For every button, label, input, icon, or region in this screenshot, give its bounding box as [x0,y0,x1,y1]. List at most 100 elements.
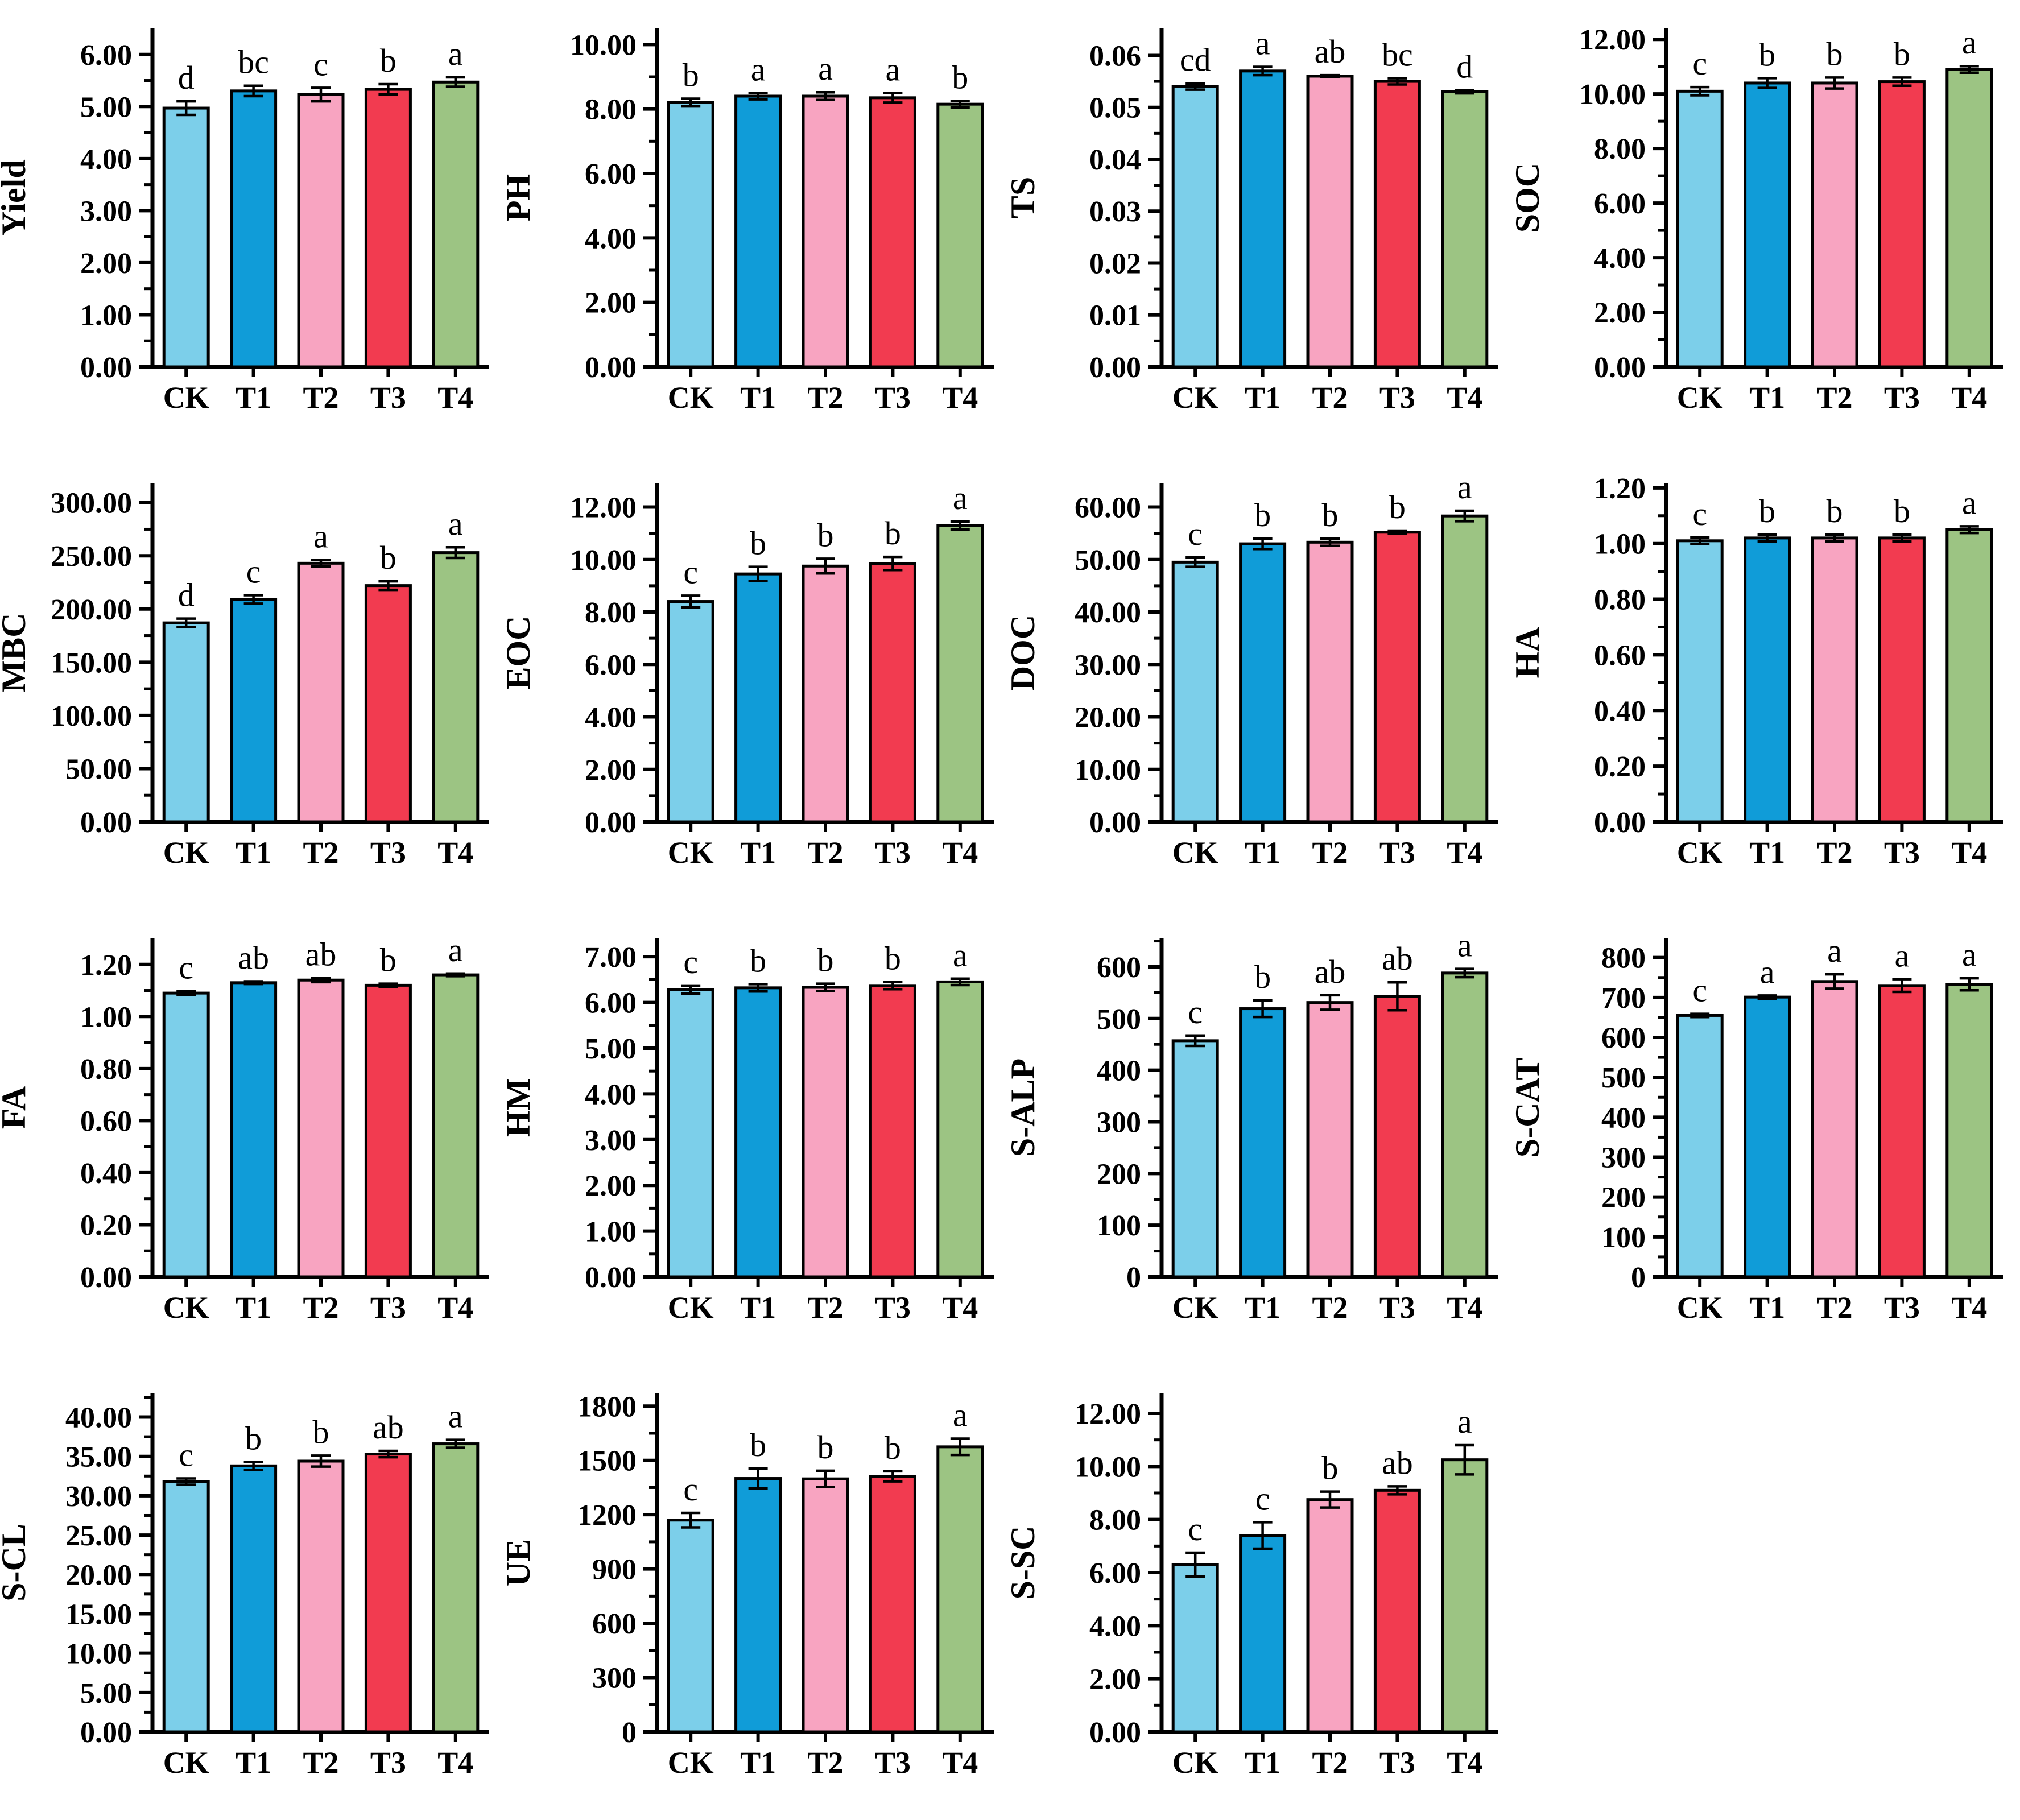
bar-t2 [802,1477,849,1734]
category-label: CK [1677,1290,1723,1325]
y-tick-label: 500 [1097,1003,1141,1036]
y-tick-label: 0.80 [80,1053,132,1086]
significance-letter: a [448,505,463,542]
category-label: T1 [740,835,776,870]
y-axis-title: HA [1514,627,1546,679]
bar-t3 [869,1475,916,1734]
category-label: T3 [1379,1290,1415,1325]
significance-letter: b [885,940,901,977]
significance-letter: ab [1315,33,1346,70]
y-tick-label: 10.00 [65,1638,132,1670]
y-tick-label: 300 [1097,1106,1141,1139]
bar-chart-ue: 0 300 600 900 1200 1500 1800 UE c CK b T1 b T2 b T3 a T4 [505,1391,994,1780]
bar-t2 [297,978,345,1279]
y-tick-label: 6.00 [80,39,132,72]
y-axis-title: Yield [0,159,32,235]
significance-letter: a [953,479,968,516]
bar-ck [162,106,210,369]
significance-letter: ab [1382,1444,1413,1481]
significance-letter: a [448,35,463,72]
bar-t2 [297,561,345,824]
y-tick-label: 0.00 [585,806,637,839]
bar-t3 [364,88,412,369]
y-tick-label: 4.00 [1594,242,1646,275]
category-label: CK [1172,1745,1218,1780]
category-label: CK [163,1290,209,1325]
category-label: T4 [437,1290,473,1325]
y-tick-label: 3.00 [80,195,132,228]
bar-t4 [936,1445,984,1734]
bar-t4 [432,973,480,1279]
category-label: T1 [236,1290,271,1325]
bar-t1 [230,89,278,369]
y-tick-label: 0.03 [1089,196,1141,228]
bar-t1 [1239,542,1287,824]
category-label: T3 [1379,1745,1415,1780]
bar-t4 [1945,983,1993,1279]
significance-letter: b [1322,1450,1339,1487]
significance-letter: b [817,516,834,553]
category-label: T2 [1816,1290,1852,1325]
significance-letter: cd [1180,42,1211,78]
significance-letter: a [953,1397,968,1434]
y-axis-title: S-CAT [1514,1058,1546,1158]
significance-letter: bc [1382,36,1413,73]
significance-letter: b [750,525,766,562]
bar-t2 [1306,1498,1354,1734]
category-label: T4 [1951,380,1987,415]
y-tick-label: 40.00 [65,1402,132,1434]
bar-t4 [936,102,984,369]
y-tick-label: 12.00 [570,492,637,524]
y-tick-label: 0.00 [80,806,132,839]
bar-chart-mbc: 0.00 50.00 100.00 150.00 200.00 250.00 300.00 M… [0,483,489,870]
y-tick-label: 1500 [577,1445,637,1478]
y-tick-label: 60.00 [1075,492,1141,524]
y-tick-label: 800 [1601,942,1646,975]
significance-letter: b [1827,493,1843,530]
y-tick-label: 1800 [577,1391,637,1423]
significance-letter: a [448,1398,463,1435]
bar-chart-s-sc: 0.00 2.00 4.00 6.00 8.00 10.00 12.00 S-SC c CK c T1… [1009,1393,1498,1780]
y-tick-label: 10.00 [570,29,637,61]
y-tick-label: 6.00 [1594,188,1646,220]
y-tick-label: 12.00 [1579,24,1646,56]
category-label: T2 [303,1745,338,1780]
significance-letter: a [448,932,463,969]
significance-letter: c [1692,495,1707,532]
chart-panel-soc: 0.00 2.00 4.00 6.00 8.00 10.00 12.00 SOC c CK b T1 b… [1514,0,2018,455]
y-tick-label: 20.00 [1075,702,1141,734]
category-label: T4 [1447,1745,1482,1780]
significance-letter: a [1962,936,1977,973]
category-label: CK [163,1745,209,1780]
bar-ck [1171,1039,1219,1279]
y-tick-label: 0.40 [80,1157,132,1190]
y-tick-label: 5.00 [80,91,132,123]
bar-t3 [1878,536,1926,824]
category-label: T1 [740,380,776,415]
bar-t2 [1811,980,1858,1279]
significance-letter: b [380,942,396,979]
chart-panel-s-sc: 0.00 2.00 4.00 6.00 8.00 10.00 12.00 S-SC c CK c T1… [1009,1365,1514,1820]
y-tick-label: 0.00 [1089,351,1141,384]
y-tick-label: 30.00 [1075,649,1141,681]
y-tick-label: 0.40 [1594,695,1646,727]
y-tick-label: 0.00 [1089,806,1141,839]
y-tick-label: 10.00 [1075,1451,1141,1483]
significance-letter: b [1894,35,1910,72]
chart-panel-yield: 0.00 1.00 2.00 3.00 4.00 5.00 6.00 Yield d CK bc T1… [0,0,505,455]
y-tick-label: 0.60 [1594,639,1646,672]
category-label: T3 [875,1290,911,1325]
category-label: T4 [437,835,473,870]
bar-ck [667,988,714,1279]
category-label: CK [1172,835,1218,870]
y-tick-label: 8.00 [585,597,637,629]
significance-letter: b [952,59,968,96]
y-tick-label: 1.20 [1594,473,1646,505]
y-tick-label: 0.60 [80,1105,132,1138]
bar-chart-fa: 0.000.200.400.600.801.001.20FAcCKabT1abT… [0,932,489,1325]
bar-ck [667,101,714,369]
bar-t2 [802,986,849,1279]
y-axis-title: MBC [0,613,32,693]
significance-letter: b [1254,497,1271,533]
significance-letter: ab [1382,940,1413,977]
